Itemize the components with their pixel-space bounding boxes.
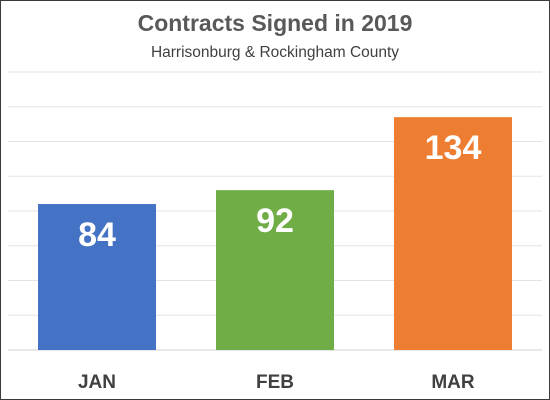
data-label-jan: 84 [78,216,116,254]
bar-mar [394,117,512,350]
x-tick-label-jan: JAN [78,372,116,393]
data-label-feb: 92 [256,202,294,240]
chart-title: Contracts Signed in 2019 [137,10,413,36]
bar-feb [216,190,334,350]
x-tick-label-mar: MAR [431,372,475,393]
data-label-mar: 134 [425,129,482,167]
chart-subtitle: Harrisonburg & Rockingham County [150,44,400,61]
x-tick-label-feb: FEB [256,372,294,393]
bar-jan [38,204,156,350]
